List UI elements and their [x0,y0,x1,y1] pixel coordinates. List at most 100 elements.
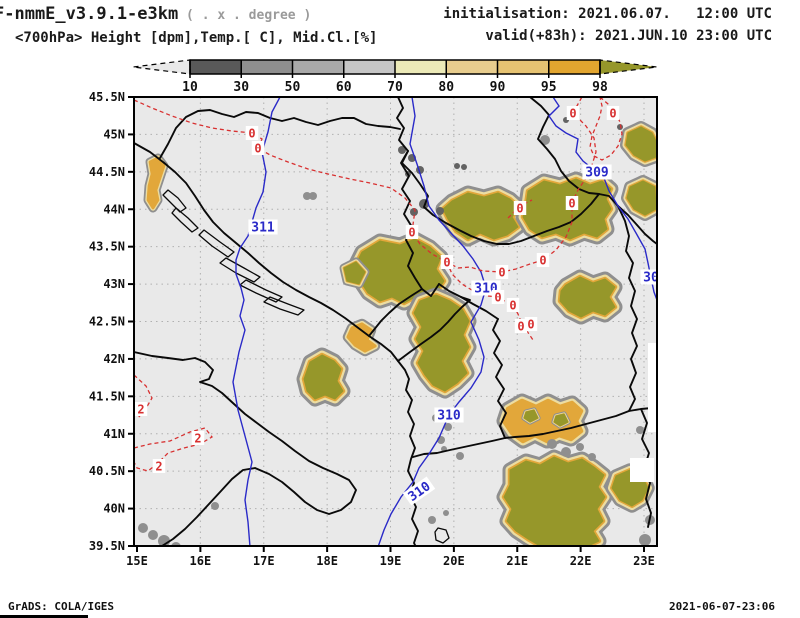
contour-label-box [566,106,580,120]
colorbar-segment [190,60,242,74]
lat-tick-label: 43N [103,277,125,291]
cloud-core [303,354,344,400]
contour-label: 0 [536,253,550,267]
colorbar-tick-label: 95 [541,80,557,95]
blank-patches [630,343,657,482]
temp-contour-line [134,374,153,420]
contour-label: 0 [566,106,580,120]
cloud-speck-dark [398,146,406,154]
contour-label-text: 2 [155,459,162,473]
contour-label-text: 2 [137,402,144,416]
cloud-core [523,409,539,423]
bottom-edge-bar [0,615,88,618]
contour-label-box [440,255,454,269]
cloud-speck [148,530,158,540]
island-outline [198,229,235,258]
blank-patch [648,343,657,432]
contour-label: 0 [440,255,454,269]
contour-label: 2 [152,459,166,473]
lat-tick-label: 39.5N [89,539,125,553]
cloud-speck [303,192,311,200]
contour-label-box [640,269,657,285]
coastline-border [529,97,600,195]
cloud-core [147,157,165,209]
contour-label-text: 0 [539,253,546,267]
contour-label-box [524,317,538,331]
lat-tick-label: 42N [103,352,125,366]
cloud-core [559,276,616,318]
colorbar-tick-label: 80 [438,80,454,95]
coastline-border [134,351,357,546]
contour-label-box [565,196,579,210]
lon-tick-label: 19E [380,554,402,568]
colorbar-under-arrow [132,59,191,75]
colorbar-segment [343,60,395,74]
lat-tick-label: 41.5N [89,389,125,403]
contour-label-box [491,290,505,304]
lat-tick-label: 41N [103,427,125,441]
cloud-core [413,294,470,392]
coastline-border [159,109,401,159]
cloud-speck [576,443,584,451]
contour-label-text: 0 [527,317,534,331]
contour-label-text: 0 [569,106,576,120]
contour-label-text: 0 [408,225,415,239]
contour-label-box [434,407,464,423]
contour-label: 0 [245,126,259,140]
contour-label-text: 0 [248,126,255,140]
contour-label: 0 [524,317,538,331]
island-outline [171,207,199,233]
contour-label-text: 0 [254,141,261,155]
contour-label-box [536,253,550,267]
contour-label-box [402,476,436,506]
colorbar-segment [548,60,600,74]
coastline-border [492,318,507,439]
lat-tick-label: 45N [103,127,125,141]
colorbar-segment [395,60,447,74]
cloud-speck [639,534,651,546]
island-outline [219,257,261,283]
cloud-speck [456,452,464,460]
contour-label-box [606,106,620,120]
colorbar-tick-label: 30 [233,80,249,95]
contour-label-text: 0 [498,265,505,279]
contour-label-text: 0 [517,319,524,333]
cloud-core [347,323,376,352]
cloud-core [503,456,606,546]
cloud-speck [309,192,317,200]
lat-tick-label: 44N [103,202,125,216]
lon-tick-label: 17E [253,554,275,568]
cloud-speck-dark [410,208,418,216]
contour-label-box [514,319,528,333]
contour-label: 0 [606,106,620,120]
grads-credit: GrADS: COLA/IGES [8,600,114,613]
valid-time: valid(+83h): 2021.JUN.10 23:00 UTC [485,28,772,44]
contour-label: 309 [582,164,612,181]
colorbar-tick-label: 60 [336,80,352,95]
coastline-border [397,296,471,362]
lon-tick-label: 18E [316,554,338,568]
coastlines-and-borders [134,97,657,546]
blank-patch [630,458,654,482]
contour-label-text: 0 [516,201,523,215]
contour-label-box [251,141,265,155]
cloud-speck [443,510,449,516]
contour-label: 0 [513,201,527,215]
contour-label-text: 2 [194,431,201,445]
coastline-border [368,288,423,337]
contour-label-text: 0 [609,106,616,120]
contour-label-box [152,459,166,473]
cloud-speck-dark [454,163,460,169]
axis-ticks-and-labels: 45.5N 45N 44.5N 44N 43.5N 43N 42.5N 42N 41.5N 41N… [89,90,655,568]
colorbar-tick-label: 70 [387,80,403,95]
contour-label-text: 0 [509,298,516,312]
height-contour-line [377,97,487,546]
contour-label: 0 [565,196,579,210]
cloud-speck [636,426,644,434]
degree-note: ( . x . degree ) [178,8,312,23]
contour-label: 0 [495,265,509,279]
cloud-core [503,400,582,442]
lon-tick-label: 23E [633,554,655,568]
